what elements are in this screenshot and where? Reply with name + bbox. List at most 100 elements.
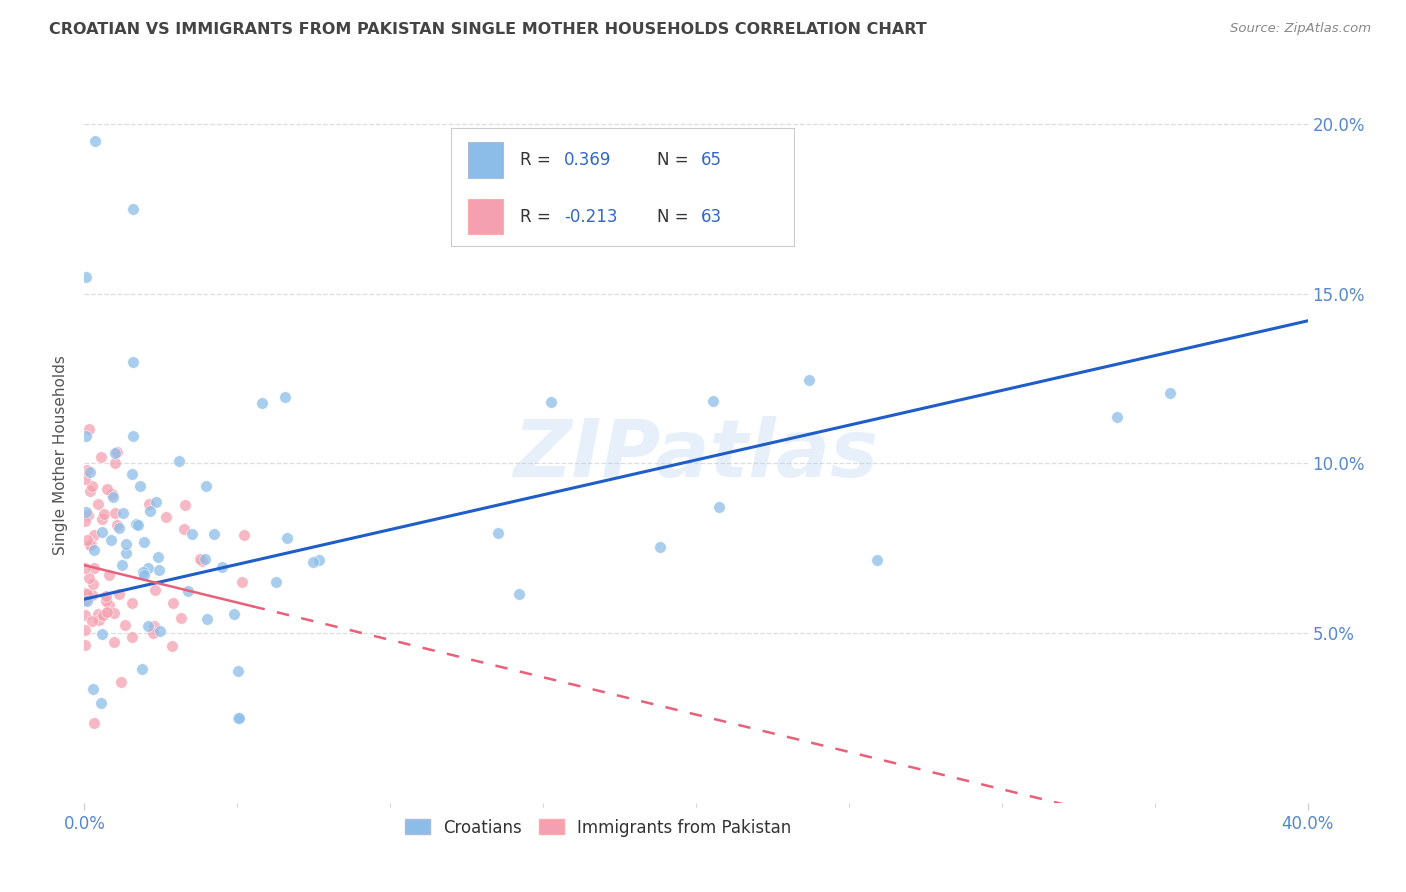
Point xyxy=(142,626,165,640)
Point xyxy=(90,696,112,710)
Point xyxy=(180,527,202,541)
Point xyxy=(136,618,159,632)
Point xyxy=(73,472,96,486)
Point xyxy=(121,467,143,481)
Point xyxy=(191,554,214,568)
Point xyxy=(1105,410,1128,425)
Point xyxy=(75,269,97,284)
Point xyxy=(149,624,172,639)
Point xyxy=(91,627,114,641)
Point xyxy=(76,533,98,548)
Point xyxy=(96,482,118,496)
Point xyxy=(104,445,127,459)
Point xyxy=(122,202,145,216)
Point xyxy=(100,533,122,548)
Point xyxy=(866,553,889,567)
Point xyxy=(77,571,100,585)
Point xyxy=(97,567,120,582)
Point xyxy=(228,711,250,725)
Point xyxy=(650,540,672,554)
Point xyxy=(75,505,97,519)
Point xyxy=(105,518,128,533)
Point xyxy=(101,487,124,501)
Point xyxy=(83,542,105,557)
Point xyxy=(75,593,97,607)
Point xyxy=(308,553,330,567)
Point xyxy=(79,465,101,479)
Point xyxy=(76,508,98,522)
Point xyxy=(82,614,104,628)
Text: CROATIAN VS IMMIGRANTS FROM PAKISTAN SINGLE MOTHER HOUSEHOLDS CORRELATION CHART: CROATIAN VS IMMIGRANTS FROM PAKISTAN SIN… xyxy=(49,22,927,37)
Point xyxy=(122,429,145,443)
Point xyxy=(86,607,108,621)
Point xyxy=(79,483,101,498)
Point xyxy=(105,445,128,459)
Point xyxy=(107,521,129,535)
Point xyxy=(103,635,125,649)
Point xyxy=(91,512,114,526)
Text: ZIPatlas: ZIPatlas xyxy=(513,416,879,494)
Point xyxy=(211,560,233,574)
Point xyxy=(177,584,200,599)
Point xyxy=(104,506,127,520)
Point xyxy=(195,612,218,626)
Point xyxy=(129,478,152,492)
Point xyxy=(103,606,125,620)
Point xyxy=(110,675,132,690)
Point xyxy=(121,596,143,610)
Point xyxy=(195,479,218,493)
Point xyxy=(79,538,101,552)
Point xyxy=(162,597,184,611)
Point xyxy=(132,566,155,580)
Point xyxy=(134,534,156,549)
Point xyxy=(702,394,724,409)
Point xyxy=(202,526,225,541)
Point xyxy=(127,517,149,532)
Point xyxy=(73,515,96,529)
Point xyxy=(82,681,104,696)
Point xyxy=(80,537,103,551)
Point xyxy=(131,662,153,676)
Point xyxy=(707,500,730,514)
Point xyxy=(93,507,115,521)
Point xyxy=(148,549,170,564)
Point xyxy=(508,587,530,601)
Point xyxy=(231,575,253,590)
Point xyxy=(75,623,97,637)
Point xyxy=(83,561,105,575)
Legend: Croatians, Immigrants from Pakistan: Croatians, Immigrants from Pakistan xyxy=(398,812,799,843)
Point xyxy=(111,506,134,520)
Point xyxy=(90,450,112,464)
Point xyxy=(125,517,148,532)
Point xyxy=(73,638,96,652)
Point xyxy=(79,422,101,436)
Point xyxy=(73,585,96,599)
Point xyxy=(155,509,177,524)
Point xyxy=(83,528,105,542)
Point xyxy=(134,568,156,582)
Point xyxy=(82,479,104,493)
Point xyxy=(76,463,98,477)
Point xyxy=(94,594,117,608)
Point xyxy=(121,630,143,644)
Point xyxy=(173,498,195,512)
Point xyxy=(96,605,118,619)
Point xyxy=(76,587,98,601)
Point xyxy=(226,711,249,725)
Point xyxy=(83,716,105,731)
Text: Source: ZipAtlas.com: Source: ZipAtlas.com xyxy=(1230,22,1371,36)
Point xyxy=(139,504,162,518)
Point xyxy=(486,526,509,541)
Point xyxy=(142,619,165,633)
Point xyxy=(114,618,136,632)
Point xyxy=(75,607,97,622)
Point xyxy=(222,607,245,622)
Point xyxy=(1159,385,1181,400)
Point xyxy=(540,395,562,409)
Point xyxy=(799,373,821,387)
Point xyxy=(173,522,195,536)
Point xyxy=(91,608,114,623)
Point xyxy=(103,491,125,505)
Point xyxy=(96,589,118,603)
Point xyxy=(170,611,193,625)
